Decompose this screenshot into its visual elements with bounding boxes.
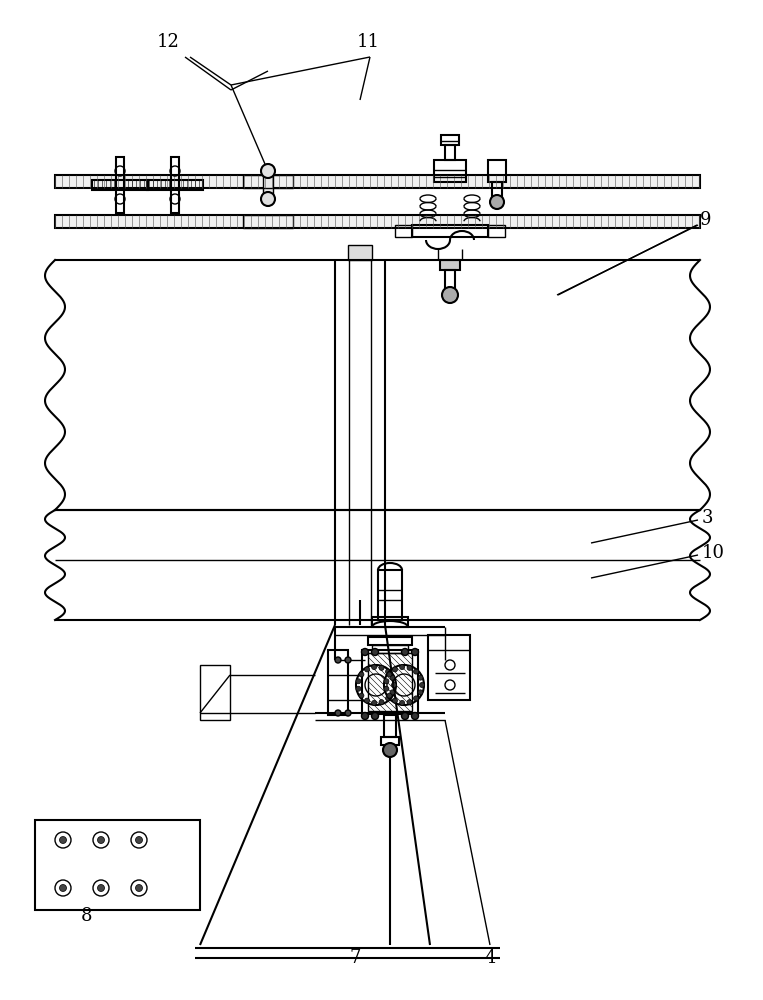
Text: 10: 10 [702,544,725,562]
Circle shape [392,698,398,703]
Bar [372,645,408,653]
Circle shape [365,667,369,672]
Circle shape [418,675,423,680]
Circle shape [362,712,369,720]
Bar [263,171,273,199]
Circle shape [490,195,504,209]
Circle shape [379,700,384,705]
Circle shape [384,679,389,684]
Text: 8: 8 [80,907,92,925]
Circle shape [407,665,412,670]
Circle shape [420,682,424,688]
Circle shape [401,712,408,720]
Circle shape [411,712,418,720]
Bar [412,225,488,237]
Circle shape [372,712,378,720]
Circle shape [356,686,361,691]
Circle shape [384,686,389,691]
Circle shape [387,672,392,677]
Circle shape [372,648,378,656]
Circle shape [345,710,351,716]
Circle shape [411,648,418,656]
Circle shape [385,696,391,701]
Circle shape [372,700,377,705]
Circle shape [60,884,66,892]
Circle shape [359,693,364,698]
Circle shape [365,698,369,703]
Circle shape [400,665,404,670]
Circle shape [407,700,412,705]
Bar [200,665,230,720]
Bar [378,570,402,620]
Circle shape [98,884,105,892]
Bar [488,225,505,237]
Text: 11: 11 [356,33,379,51]
Bar [428,635,470,700]
Circle shape [391,682,397,688]
Circle shape [372,665,377,670]
Circle shape [390,690,395,695]
Circle shape [335,657,341,663]
Bar [243,215,293,228]
Circle shape [442,287,458,303]
Bar [147,180,203,190]
Circle shape [383,743,397,757]
Circle shape [385,669,391,674]
Bar [35,820,200,910]
Bar [368,637,412,645]
Text: 9: 9 [700,211,712,229]
Circle shape [387,693,392,698]
Circle shape [136,884,143,892]
Circle shape [392,667,398,672]
Circle shape [379,665,384,670]
Bar [395,225,412,237]
Bar [384,715,396,737]
Bar [372,617,408,627]
Circle shape [98,836,105,844]
Bar [362,650,418,714]
Circle shape [418,690,423,695]
Text: 3: 3 [702,509,713,527]
Bar [445,270,455,295]
Bar [488,160,506,182]
Bar [55,175,700,188]
Circle shape [390,675,395,680]
Circle shape [335,710,341,716]
Bar [434,160,466,182]
Bar [92,180,148,190]
Text: 12: 12 [156,33,179,51]
Circle shape [261,192,275,206]
Bar [440,260,460,270]
Circle shape [400,700,404,705]
Bar [445,145,455,160]
Bar [171,157,179,213]
Text: 4: 4 [485,949,496,967]
Bar [116,157,124,213]
Circle shape [60,836,66,844]
Bar [328,650,348,715]
Circle shape [414,669,419,674]
Bar [441,135,459,145]
Text: 7: 7 [349,949,361,967]
Circle shape [356,679,361,684]
Circle shape [401,648,408,656]
Bar [348,245,372,260]
Bar [243,175,293,188]
Bar [55,215,700,228]
Circle shape [136,836,143,844]
Circle shape [261,164,275,178]
Bar [492,182,502,202]
Circle shape [362,648,369,656]
Bar [368,653,412,711]
Circle shape [359,672,364,677]
Bar [381,737,399,745]
Circle shape [414,696,419,701]
Circle shape [345,657,351,663]
